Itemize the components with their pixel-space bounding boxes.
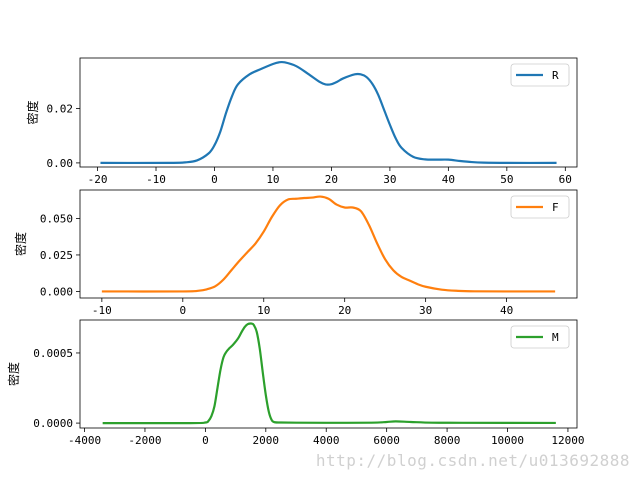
legend-label: M: [552, 331, 559, 344]
x-tick-label: -20: [88, 173, 108, 186]
y-tick-label: 0.050: [40, 212, 73, 225]
x-tick-label: 20: [325, 173, 338, 186]
x-tick-label: -2000: [128, 434, 161, 447]
y-tick-label: 0.025: [40, 249, 73, 262]
x-tick-label: 8000: [434, 434, 461, 447]
y-axis-label: 密度: [13, 232, 28, 256]
y-tick-label: 0.0000: [33, 417, 73, 430]
y-tick-label: 0.0005: [33, 347, 73, 360]
density-line-R: [100, 60, 557, 165]
subplot-1: -20 -10 0 10 20 30 40 50 60 0.00 0.02 密度 R: [25, 57, 578, 186]
x-tick-label: 20: [338, 304, 351, 317]
x-tick-label: 0: [211, 173, 218, 186]
x-tick-label: 30: [383, 173, 396, 186]
legend-label: R: [552, 69, 559, 82]
x-tick-label: 10000: [491, 434, 524, 447]
x-tick-label: 6000: [373, 434, 400, 447]
x-tick-label: 60: [559, 173, 572, 186]
x-tick-label: 0: [179, 304, 186, 317]
density-line-M: [102, 322, 556, 425]
x-tick-label: 40: [442, 173, 455, 186]
x-tick-label: -10: [92, 304, 112, 317]
x-tick-label: 10: [257, 304, 270, 317]
axes-frame: [79, 319, 578, 429]
x-tick-label: -10: [146, 173, 166, 186]
y-tick-label: 0.000: [40, 285, 73, 298]
density-line-F: [101, 195, 556, 293]
axes-frame: [79, 189, 578, 299]
axes-frame: [79, 57, 578, 168]
y-tick-label: 0.02: [47, 102, 74, 115]
y-tick-label: 0.00: [47, 157, 74, 170]
subplot-2: -10 0 10 20 30 40 0.000 0.025 0.050 密度 F: [13, 189, 578, 317]
y-axis-label: 密度: [6, 362, 21, 386]
legend-label: F: [552, 201, 559, 214]
x-tick-label: 50: [500, 173, 513, 186]
x-tick-label: 12000: [551, 434, 584, 447]
x-tick-label: 30: [419, 304, 432, 317]
x-tick-label: -4000: [68, 434, 101, 447]
watermark: http://blog.csdn.net/u013692888: [315, 451, 630, 470]
x-tick-label: 10: [266, 173, 279, 186]
x-tick-label: 2000: [253, 434, 280, 447]
subplot-3: -4000 -2000 0 2000 4000 6000 8000 10000 12000 0.0…: [6, 319, 584, 447]
x-tick-label: 0: [202, 434, 209, 447]
y-axis-label: 密度: [25, 100, 40, 124]
x-tick-label: 40: [500, 304, 513, 317]
x-tick-label: 4000: [313, 434, 340, 447]
